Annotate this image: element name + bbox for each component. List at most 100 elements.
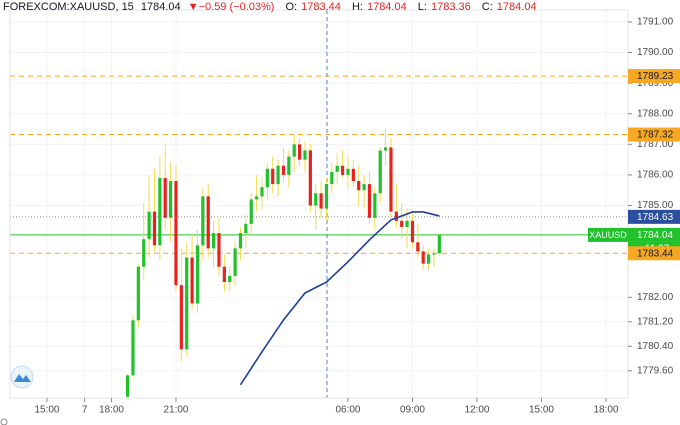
candle-body bbox=[421, 251, 425, 264]
candle-body bbox=[319, 193, 323, 209]
candle-body bbox=[432, 253, 436, 255]
label: O: bbox=[285, 1, 298, 13]
label: H: bbox=[351, 1, 363, 13]
price-label-box bbox=[628, 246, 680, 261]
y-tick-label: 1788.00 bbox=[637, 108, 674, 119]
ohlc-l: L: 1783.36 bbox=[418, 1, 475, 13]
y-tick-label: 1791.00 bbox=[637, 17, 674, 28]
candle-body bbox=[389, 147, 393, 212]
candle-body bbox=[314, 193, 318, 206]
change: ▼−0.59 (−0.03%) bbox=[187, 1, 275, 13]
x-tick-label: 15:00 bbox=[34, 405, 59, 416]
candle-body bbox=[271, 168, 275, 185]
candle-body bbox=[276, 165, 280, 185]
candle-body bbox=[228, 275, 232, 283]
candle-body bbox=[324, 184, 329, 209]
candle-body bbox=[416, 242, 420, 252]
price-label: 1783.44 bbox=[637, 248, 674, 259]
ohlc-h: H: 1784.04 bbox=[352, 1, 411, 13]
price-label-box bbox=[628, 69, 680, 84]
candle-body bbox=[378, 150, 382, 194]
candle-body bbox=[437, 234, 441, 254]
label: L: bbox=[417, 1, 427, 13]
candle-body bbox=[297, 144, 302, 160]
candle-body bbox=[136, 266, 140, 321]
candle-body bbox=[287, 156, 291, 175]
label: C: bbox=[481, 1, 493, 13]
y-tick-label: 1789.00 bbox=[637, 78, 674, 89]
price-label-box bbox=[628, 127, 680, 142]
candle-body bbox=[254, 196, 259, 200]
candle-body bbox=[351, 168, 355, 182]
ohlc-c: C: 1784.04 bbox=[482, 1, 541, 13]
candle-body bbox=[265, 168, 269, 188]
y-tick-label: 1790.00 bbox=[637, 47, 674, 58]
settings-icon[interactable] bbox=[0, 418, 8, 425]
y-tick-label: 1785.00 bbox=[637, 200, 674, 211]
candle-body bbox=[362, 184, 366, 191]
candle-body bbox=[201, 196, 205, 246]
candle-body bbox=[152, 211, 157, 246]
legend-header: FOREXCOM:XAUUSD, 15 1784.04 ▼−0.59 (−0.0… bbox=[3, 1, 545, 13]
price-label: 1787.32 bbox=[637, 130, 674, 141]
candle-body bbox=[357, 181, 361, 191]
candle-body bbox=[217, 233, 221, 267]
last-price: 1784.04 bbox=[140, 1, 181, 13]
candle-body bbox=[185, 257, 189, 350]
x-tick-label: 7 bbox=[82, 405, 88, 416]
candle-body bbox=[195, 245, 200, 304]
candle-body bbox=[400, 220, 404, 227]
ohlc-o: O: 1783.44 bbox=[286, 1, 345, 13]
candle-body bbox=[174, 181, 178, 286]
y-tick-label: 1782.00 bbox=[637, 292, 674, 303]
candle-body bbox=[238, 233, 243, 249]
change-value: −0.59 (−0.03%) bbox=[198, 1, 275, 13]
candle-body bbox=[158, 177, 162, 246]
plot-frame bbox=[9, 9, 629, 399]
candle-body bbox=[330, 171, 334, 185]
y-tick-label: 1786.00 bbox=[637, 170, 674, 181]
x-tick-label: 12:00 bbox=[464, 405, 489, 416]
candle-body bbox=[126, 375, 130, 397]
candle-body bbox=[260, 187, 264, 197]
logo bbox=[10, 365, 34, 389]
candle-body bbox=[426, 254, 431, 264]
candle-body bbox=[308, 150, 312, 206]
candle-body bbox=[131, 320, 135, 376]
value: 1783.36 bbox=[430, 1, 471, 13]
symbol-tag: XAUUSD bbox=[589, 230, 627, 240]
candle-body bbox=[249, 199, 253, 224]
y-tick-label: 1787.00 bbox=[637, 139, 674, 150]
candle-body bbox=[147, 211, 151, 240]
candle-body bbox=[405, 220, 409, 227]
candle-body bbox=[281, 165, 286, 175]
candle-body bbox=[190, 257, 194, 304]
candle-body bbox=[335, 165, 339, 172]
x-tick-label: 18:00 bbox=[593, 405, 618, 416]
symbol: FOREXCOM:XAUUSD, 15 bbox=[3, 1, 134, 13]
price-label-box bbox=[628, 227, 680, 242]
candle-body bbox=[163, 177, 167, 218]
x-tick-label: 15:00 bbox=[529, 405, 554, 416]
x-tick-label: 09:00 bbox=[400, 405, 425, 416]
value: 1784.04 bbox=[496, 1, 537, 13]
symbol-tag-box bbox=[588, 227, 628, 242]
candle-body bbox=[211, 233, 216, 249]
candle-body bbox=[233, 248, 237, 276]
candle-body bbox=[410, 220, 415, 243]
candle-body bbox=[142, 239, 146, 267]
candle-body bbox=[303, 150, 307, 160]
x-tick-label: 18:00 bbox=[99, 405, 124, 416]
y-tick-label: 1779.60 bbox=[637, 365, 674, 376]
price-label: 1789.23 bbox=[637, 71, 674, 82]
value: 1784.04 bbox=[366, 1, 407, 13]
x-tick-label: 21:00 bbox=[163, 405, 188, 416]
price-label-box bbox=[628, 209, 680, 224]
candle-body bbox=[394, 211, 398, 221]
candle-body bbox=[169, 181, 173, 218]
candle-body bbox=[292, 144, 296, 157]
candle-body bbox=[244, 223, 248, 234]
